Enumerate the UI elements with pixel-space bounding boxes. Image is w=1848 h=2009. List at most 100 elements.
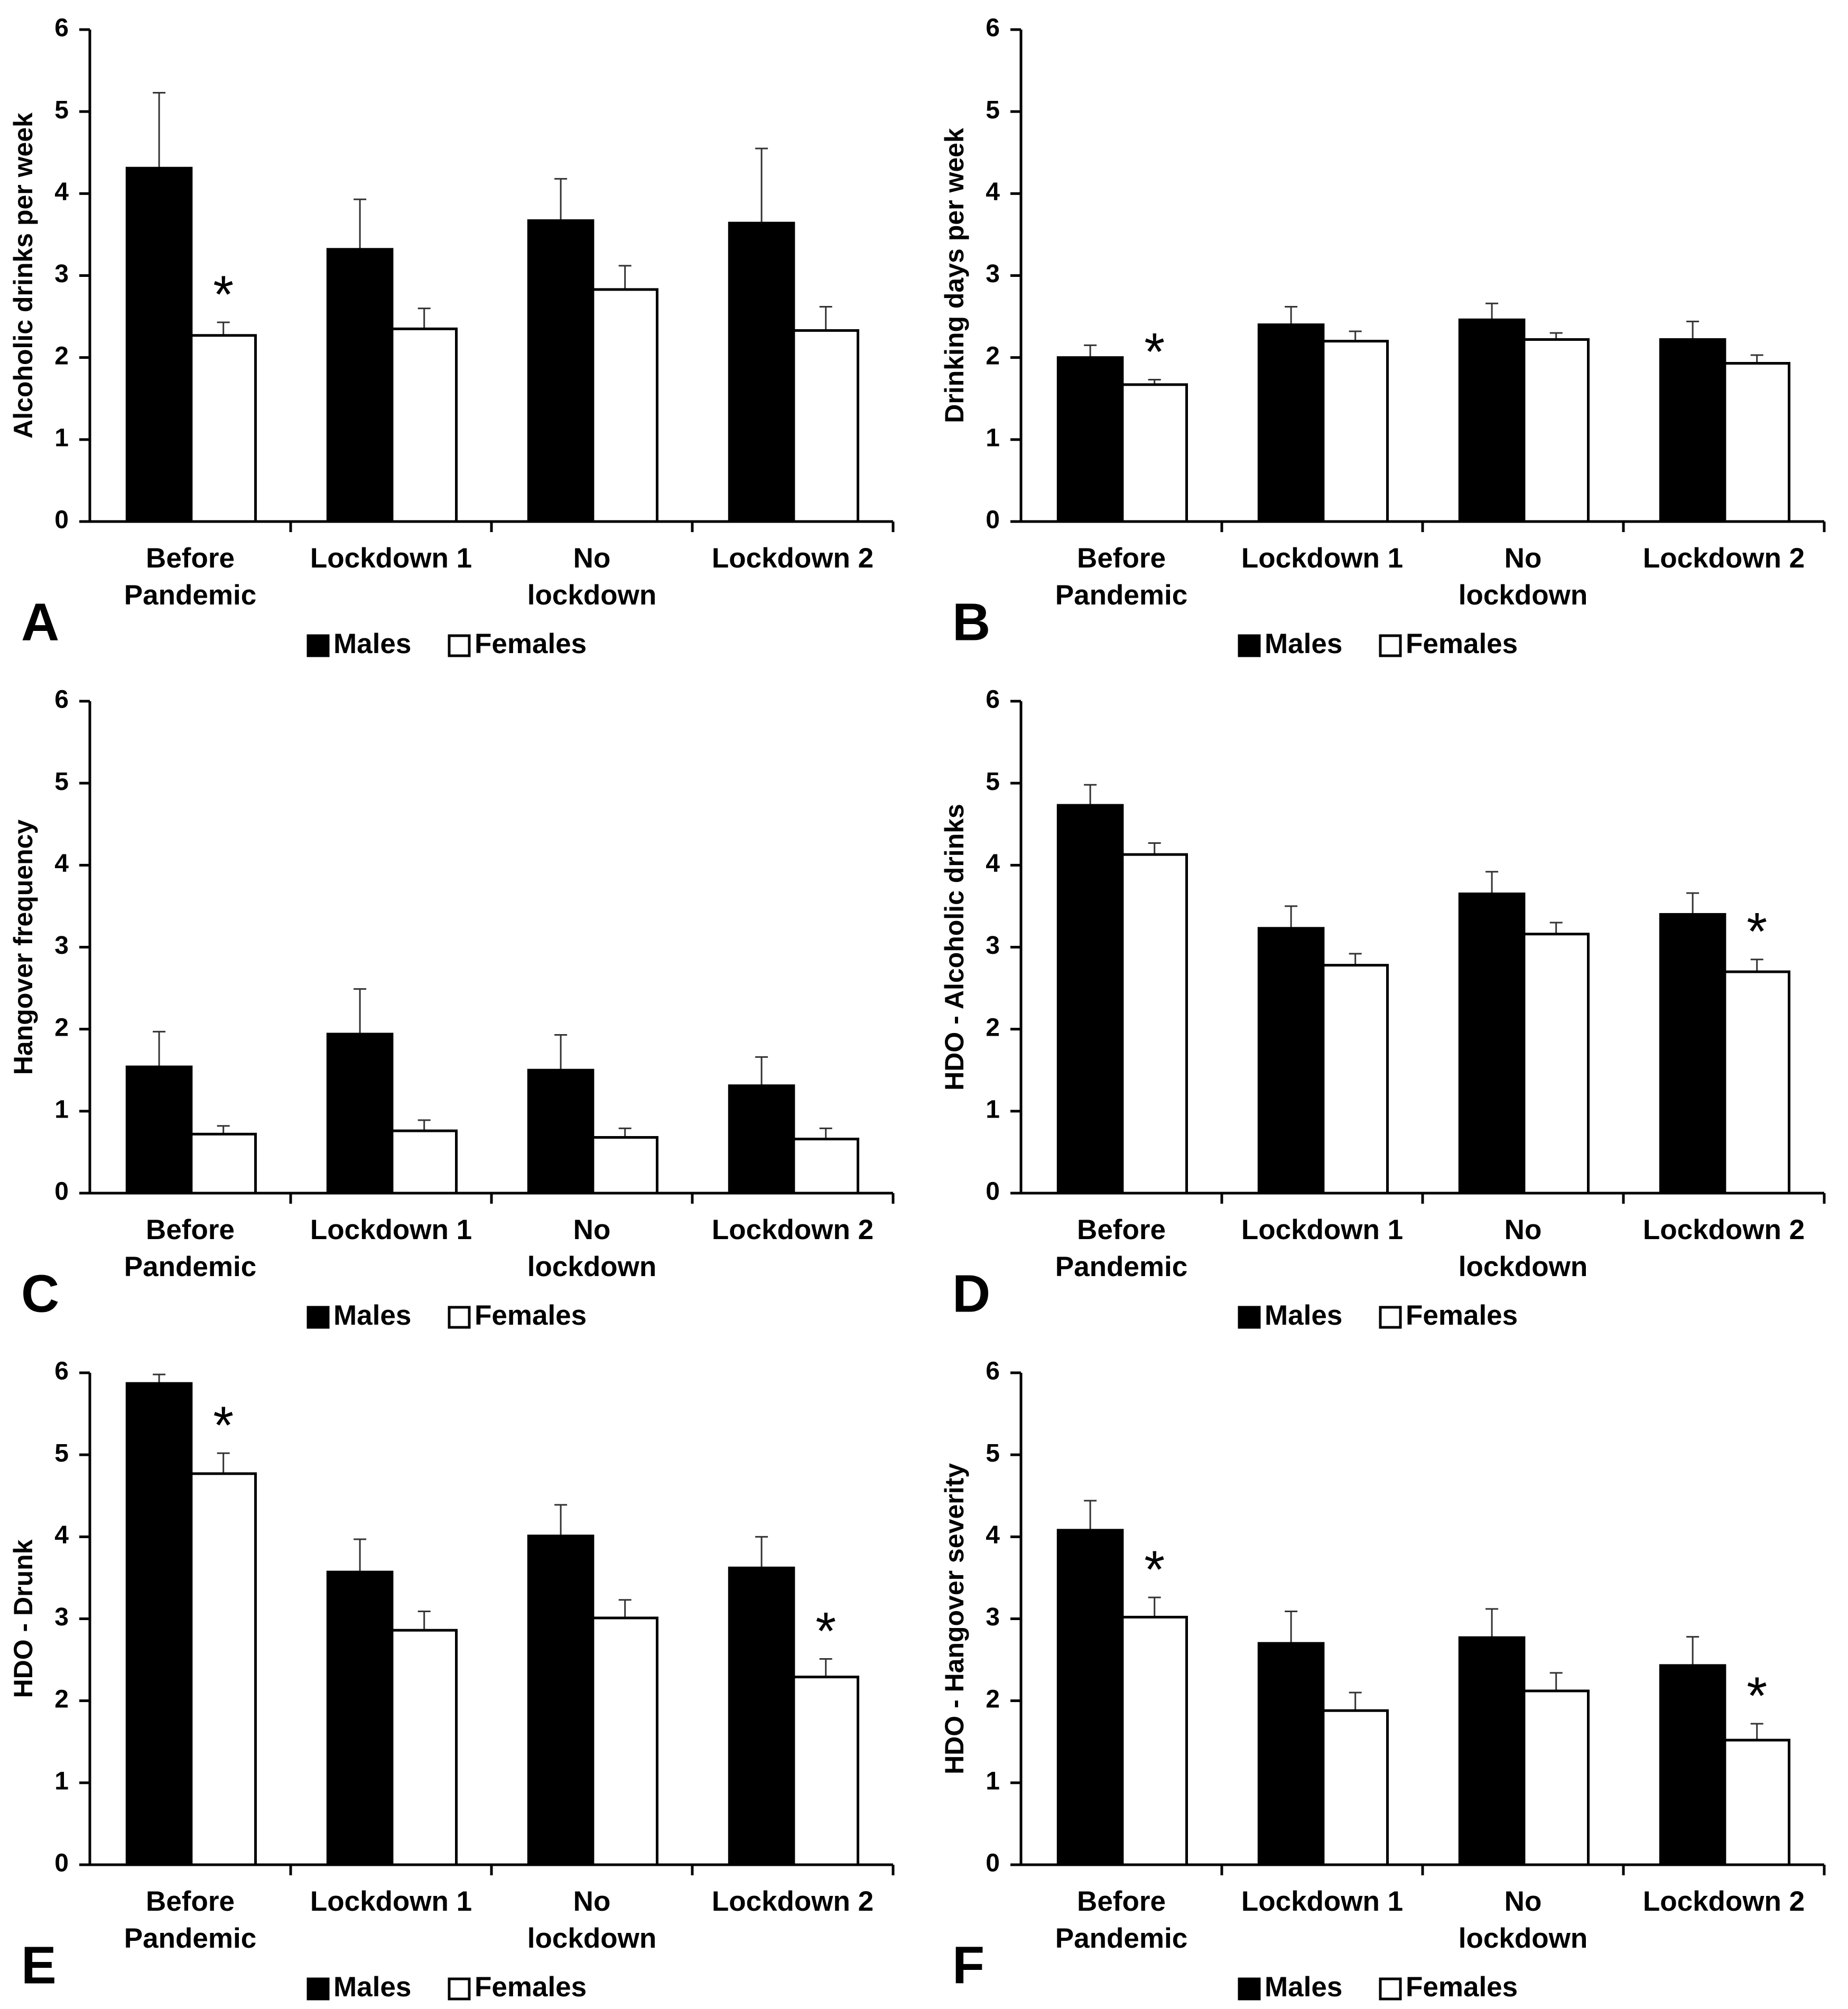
y-tick-label: 0 <box>54 1178 69 1206</box>
legend-label: Males <box>1265 1300 1342 1331</box>
y-tick-label: 0 <box>54 1849 69 1877</box>
legend-label: Males <box>333 628 411 659</box>
label-line: No <box>1505 543 1542 574</box>
label-line: No <box>573 1214 611 1245</box>
legend-label: Females <box>475 1971 587 2003</box>
panel-label: B <box>952 592 990 652</box>
bar <box>1723 970 1790 1195</box>
panel-label: F <box>952 1936 985 1995</box>
bar <box>190 1472 257 1866</box>
y-tick-label: 1 <box>54 1768 69 1796</box>
x-tick-label: Lockdown 2 <box>1643 1214 1805 1245</box>
x-tick-label: Before Pandemic <box>124 1214 256 1282</box>
significance-label: * <box>1747 902 1767 961</box>
bar <box>326 248 394 523</box>
bar <box>1056 1529 1124 1866</box>
legend-swatch <box>1379 634 1402 657</box>
legend-label: Females <box>1406 1971 1518 2003</box>
y-tick-label: 5 <box>54 768 69 796</box>
legend-swatch <box>448 1977 471 2001</box>
bar <box>1257 323 1325 523</box>
y-tick-label: 4 <box>986 850 1000 878</box>
label-line: Pandemic <box>124 580 256 611</box>
legend-swatch <box>1238 634 1261 657</box>
legend-label: Females <box>475 628 587 659</box>
y-tick-label: 2 <box>54 1685 69 1713</box>
bar <box>1121 383 1188 523</box>
bar <box>326 1570 394 1866</box>
y-tick-label: 4 <box>54 178 69 206</box>
bar <box>125 1065 193 1195</box>
y-tick-label: 0 <box>986 1178 1000 1206</box>
label-line: lockdown <box>1459 1923 1587 1954</box>
panel-label: E <box>21 1936 57 1995</box>
label-line: No <box>573 543 611 574</box>
y-tick-label: 6 <box>986 686 1000 714</box>
bar <box>792 1138 860 1195</box>
x-tick-label: Before Pandemic <box>1055 1886 1187 1954</box>
bar <box>1257 927 1325 1195</box>
bar <box>1723 362 1790 523</box>
legend-swatch <box>448 634 471 657</box>
bar <box>1056 804 1124 1195</box>
label-line: No <box>573 1886 611 1917</box>
y-tick-label: 5 <box>986 96 1000 124</box>
bar <box>1522 933 1590 1195</box>
y-tick-label: 6 <box>986 14 1000 42</box>
label-line: Before <box>1077 543 1166 574</box>
bar <box>391 1629 458 1866</box>
label-line: lockdown <box>527 580 656 611</box>
legend-swatch <box>1379 1306 1402 1329</box>
bar <box>728 1084 795 1195</box>
bar <box>728 1566 795 1866</box>
x-tick-label: No lockdown <box>527 1886 656 1954</box>
bar <box>1121 853 1188 1195</box>
label-line: Pandemic <box>1055 1923 1187 1954</box>
y-tick-label: 0 <box>986 1849 1000 1877</box>
label-line: No <box>1505 1886 1542 1917</box>
x-tick-label: Lockdown 2 <box>712 543 874 574</box>
x-tick-label: Before Pandemic <box>1055 1214 1187 1282</box>
panel-label: D <box>952 1264 990 1323</box>
y-tick-label: 6 <box>54 14 69 42</box>
x-tick-label: Lockdown 2 <box>1643 543 1805 574</box>
bar <box>1522 338 1590 523</box>
x-tick-label: No lockdown <box>527 1214 656 1282</box>
label-line: Pandemic <box>1055 1251 1187 1282</box>
x-tick-label: Before Pandemic <box>1055 543 1187 611</box>
x-tick-label: No lockdown <box>1459 1214 1587 1282</box>
bar <box>591 1616 659 1866</box>
bar <box>1659 913 1726 1195</box>
y-axis-label: Drinking days per week <box>940 128 969 423</box>
x-tick-label: Lockdown 2 <box>712 1886 874 1917</box>
bar <box>1458 892 1526 1195</box>
y-tick-label: 1 <box>986 1768 1000 1796</box>
y-tick-label: 1 <box>54 424 69 452</box>
y-tick-label: 1 <box>986 1096 1000 1124</box>
bar <box>1121 1615 1188 1866</box>
bar <box>391 1129 458 1195</box>
x-tick-label: Lockdown 2 <box>1643 1886 1805 1917</box>
x-tick-label: Lockdown 1 <box>1241 1886 1403 1917</box>
x-tick-label: Lockdown 1 <box>310 543 472 574</box>
y-tick-label: 3 <box>54 1603 69 1631</box>
label-line: lockdown <box>527 1923 656 1954</box>
y-tick-label: 6 <box>986 1357 1000 1385</box>
bar <box>1522 1689 1590 1866</box>
y-tick-label: 3 <box>986 1603 1000 1631</box>
significance-label: * <box>213 265 234 324</box>
bar <box>391 327 458 523</box>
significance-label: * <box>213 1396 234 1455</box>
label-line: lockdown <box>1459 1251 1587 1282</box>
y-tick-label: 5 <box>986 768 1000 796</box>
y-tick-label: 0 <box>54 506 69 534</box>
significance-label: * <box>815 1602 836 1661</box>
y-tick-label: 6 <box>54 1357 69 1385</box>
y-tick-label: 3 <box>54 260 69 288</box>
bar <box>1322 1709 1389 1866</box>
bar <box>1322 340 1389 523</box>
legend-label: Males <box>333 1300 411 1331</box>
bar <box>1458 318 1526 523</box>
panel-label: C <box>21 1264 59 1323</box>
